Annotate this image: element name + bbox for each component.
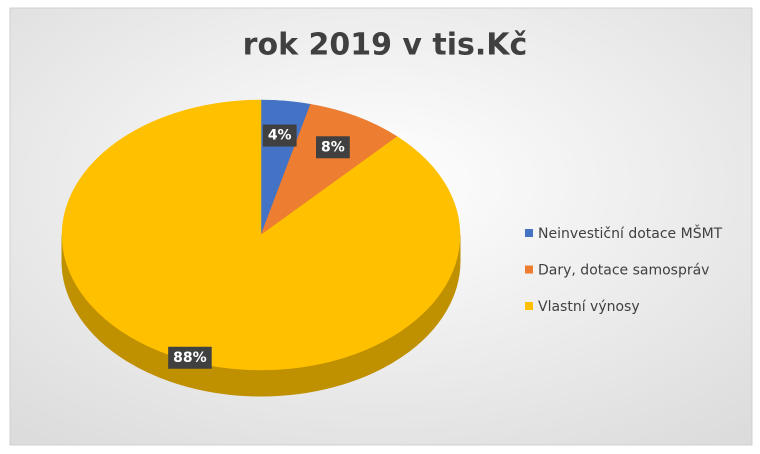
pie-slice xyxy=(260,103,398,236)
data-label-box xyxy=(316,136,350,159)
legend-swatch xyxy=(525,265,533,274)
data-label-box xyxy=(262,124,297,147)
legend-label: Dary, dotace samospráv xyxy=(538,263,709,279)
legend-swatch xyxy=(525,229,533,237)
legend-label: Vlastní výnosy xyxy=(538,299,640,315)
legend: Neinvestiční dotace MŠMT Dary, dotace sam… xyxy=(525,224,723,315)
legend-label: Neinvestiční dotace MŠMT xyxy=(538,224,723,242)
data-label: 8% xyxy=(321,139,345,155)
legend-swatch xyxy=(525,302,533,310)
pie: 4% 8% 88% xyxy=(61,99,461,397)
pie-slice xyxy=(61,99,461,371)
chart-title: rok 2019 v tis.Kč xyxy=(243,28,528,63)
data-label: 4% xyxy=(268,128,292,144)
data-label-box xyxy=(168,346,212,369)
data-label: 88% xyxy=(173,350,207,366)
